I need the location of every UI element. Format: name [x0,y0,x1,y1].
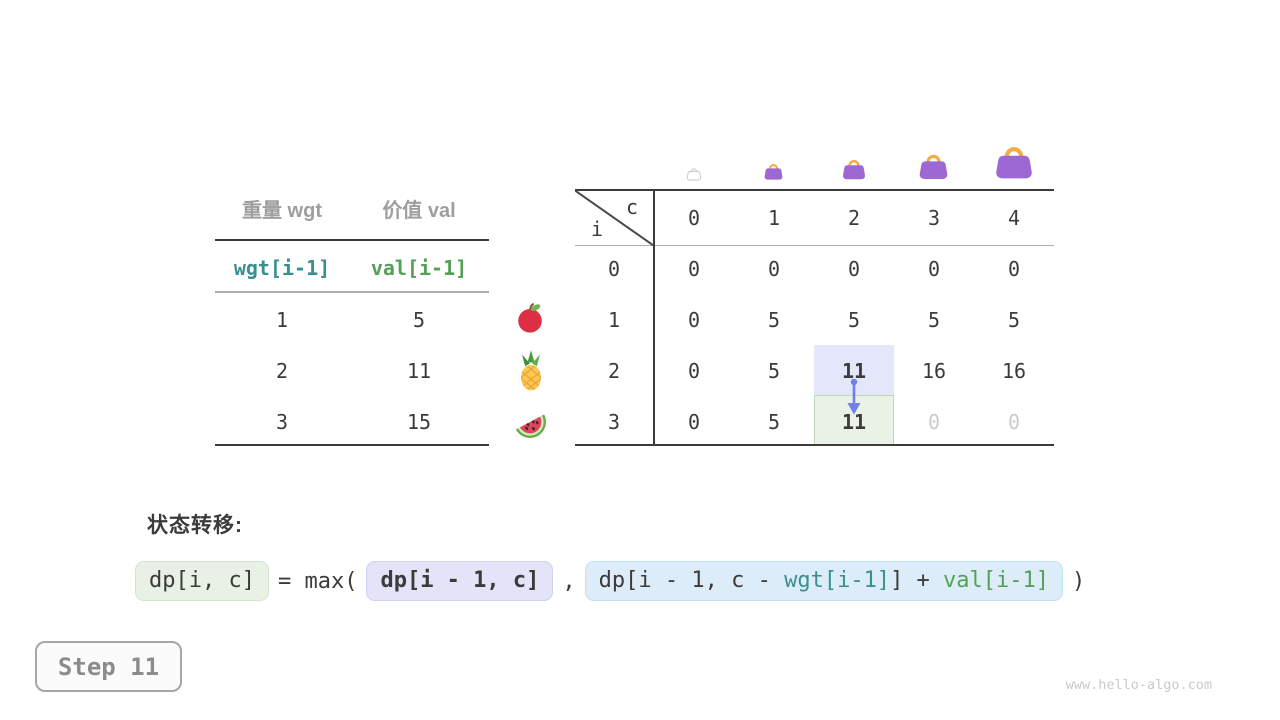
item-weight: 2 [275,359,289,383]
item-value: 15 [406,410,432,434]
dp-cell: 5 [1007,308,1021,332]
dp-cell: 5 [847,308,861,332]
dp-row-label: 0 [607,257,621,281]
dp-table-header-rule [575,245,1054,246]
formula-close-paren: ) [1072,568,1086,594]
dp-row-label: 3 [607,410,621,434]
dp-row-label: 1 [607,308,621,332]
items-table-mid-rule [215,291,489,293]
dp-cell: 16 [1001,359,1027,383]
dp-col-header: 3 [927,206,941,230]
handbag-icon-4 [993,141,1035,186]
item-weight: 1 [275,308,289,332]
items-table-bottom-rule [215,444,489,446]
items-table-header-weight: 重量 wgt [242,200,322,222]
formula-take-prefix: dp[i - 1, c - [598,568,785,593]
dp-cell: 0 [847,257,861,281]
dp-col-header: 1 [767,206,781,230]
watermark: www.hello-algo.com [1065,677,1212,693]
dp-table-bottom-rule [575,444,1054,446]
dp-col-header: 2 [847,206,861,230]
dp-col-header: 4 [1007,206,1021,230]
watermelon-icon [510,403,550,446]
transition-heading: 状态转移: [147,514,243,537]
dp-cell: 0 [1007,410,1021,434]
formula-keep-chip: dp[i - 1, c] [366,561,554,601]
handbag-icon-2 [841,156,867,186]
formula-take-wgt: wgt[i-1] [784,568,891,593]
items-table-top-rule [215,239,489,241]
dp-cell: 0 [767,257,781,281]
dp-table-top-rule [575,189,1054,191]
dp-corner-i-label: i [590,217,604,241]
dp-cell: 0 [927,410,941,434]
dp-table-vertical-rule [653,189,655,446]
dp-col-header: 0 [687,206,701,230]
formula-equals-max: = max( [277,568,358,594]
pineapple-icon [514,349,548,398]
dp-cell: 16 [921,359,947,383]
step-badge: Step 11 [35,641,182,692]
dp-cell: 0 [687,359,701,383]
formula-comma: , [562,568,576,594]
transition-arrow-icon [844,378,864,421]
formula-lhs-chip: dp[i, c] [135,561,269,601]
dp-cell: 0 [927,257,941,281]
items-table-wgt-formula: wgt[i-1] [233,256,331,280]
dp-cell: 5 [767,359,781,383]
item-weight: 3 [275,410,289,434]
handbag-ghost-icon [686,166,702,186]
item-value: 5 [412,308,426,332]
dp-cell: 0 [687,308,701,332]
items-table-header-value: 价值 val [382,200,456,222]
dp-corner-c-label: c [625,195,639,219]
handbag-icon-3 [917,150,950,186]
items-table-val-formula: val[i-1] [370,256,468,280]
item-value: 11 [406,359,432,383]
dp-cell: 0 [687,257,701,281]
apple-icon [513,301,547,340]
dp-cell: 5 [927,308,941,332]
transition-formula: dp[i, c] = max( dp[i - 1, c] , dp[i - 1,… [135,560,1085,602]
formula-take-val: val[i-1] [943,568,1050,593]
formula-take-chip: dp[i - 1, c - wgt[i-1]] + val[i-1] [584,561,1064,601]
handbag-icon-1 [763,161,784,186]
dp-cell: 0 [687,410,701,434]
dp-cell: 5 [767,308,781,332]
dp-cell: 0 [1007,257,1021,281]
dp-cell: 5 [767,410,781,434]
formula-take-mid: ] + [890,568,944,593]
dp-row-label: 2 [607,359,621,383]
